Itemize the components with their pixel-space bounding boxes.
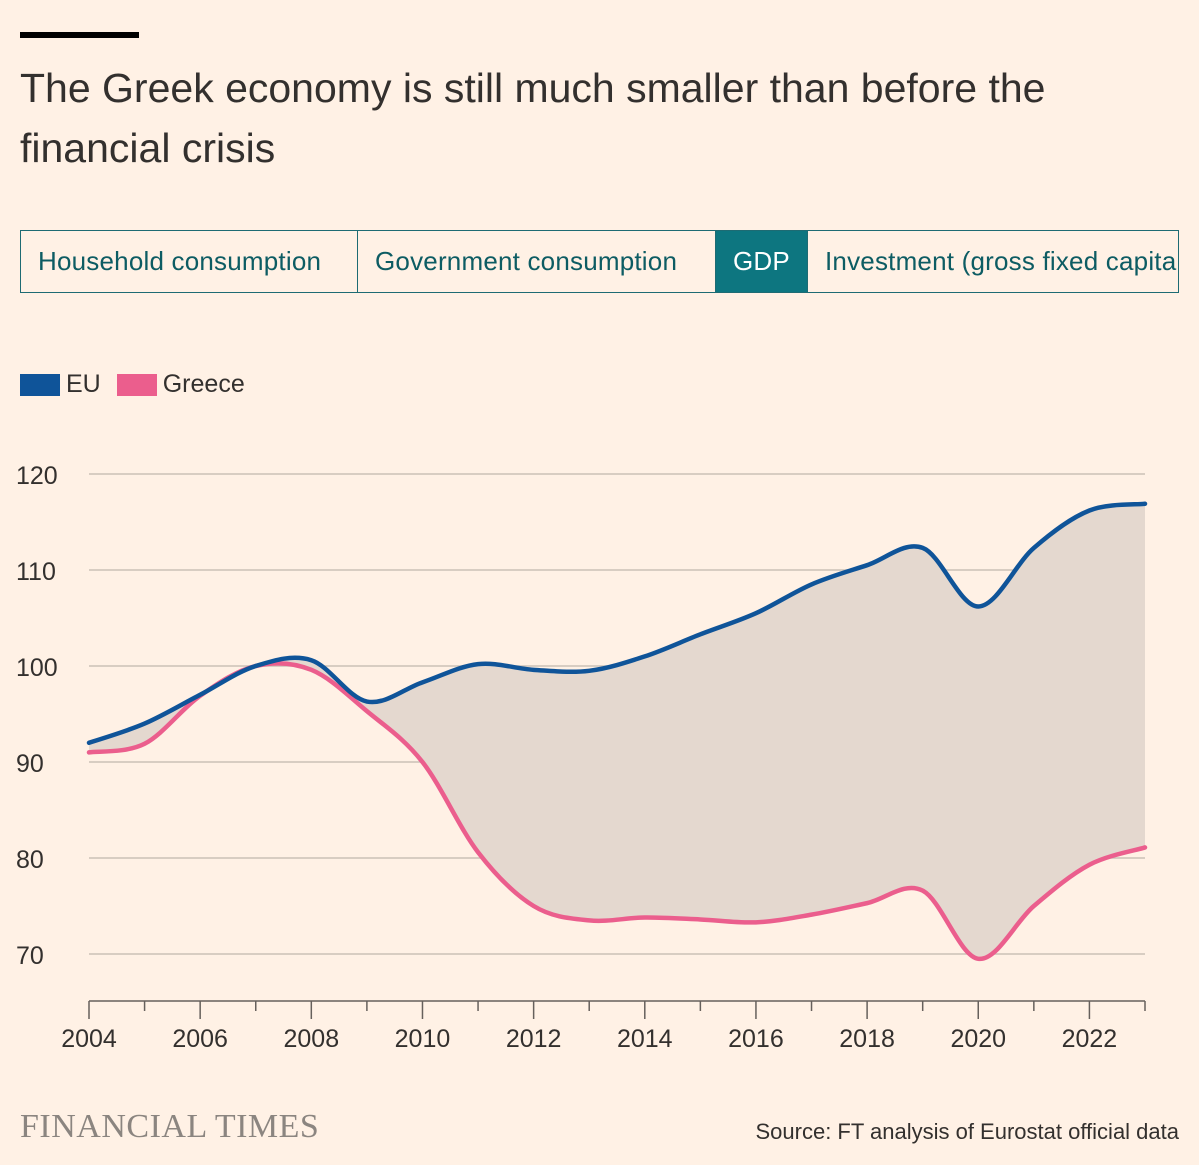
x-tick-label-2020: 2020: [950, 1025, 1006, 1053]
x-tick-label-2018: 2018: [839, 1025, 895, 1053]
point-greece-2017: [809, 912, 815, 918]
ft-logo: FINANCIAL TIMES: [20, 1108, 320, 1145]
point-greece-2007: [253, 663, 259, 669]
x-tick-label-2022: 2022: [1062, 1025, 1118, 1053]
point-greece-2015: [697, 916, 703, 922]
point-eu-2016: [753, 610, 759, 616]
legend-item-greece: Greece: [116, 370, 245, 399]
point-eu-2019: [920, 545, 926, 551]
point-greece-2022: [1086, 862, 1092, 868]
legend-label-greece: Greece: [162, 370, 245, 398]
y-tick-label-70: 70: [16, 942, 44, 970]
y-tick-label-120: 120: [16, 462, 58, 490]
x-tick-label-2004: 2004: [61, 1025, 117, 1053]
series-line-eu: [86, 501, 1148, 746]
legend-label-eu: EU: [66, 370, 101, 398]
tab-investment[interactable]: Investment (gross fixed capital formatio…: [825, 246, 1178, 276]
legend-swatch-greece: [116, 373, 157, 396]
point-eu-2022: [1086, 507, 1092, 513]
x-tick-label-2014: 2014: [617, 1025, 673, 1053]
point-greece-2005: [142, 741, 148, 747]
point-eu-2008: [308, 657, 314, 663]
point-eu-2014: [642, 653, 648, 659]
tab-gdp[interactable]: GDP: [716, 231, 808, 292]
point-greece-2020: [975, 956, 981, 962]
point-eu-2009: [364, 699, 370, 705]
chart-tabs: Household consumption Government consump…: [20, 230, 1179, 293]
legend-swatch-eu: [20, 373, 60, 396]
point-greece-2009: [364, 708, 370, 714]
legend-item-eu: EU: [20, 370, 101, 399]
x-tick-label-2008: 2008: [284, 1025, 340, 1053]
point-eu-2004: [86, 740, 92, 746]
point-greece-2013: [586, 917, 592, 923]
x-tick-label-2010: 2010: [395, 1025, 451, 1053]
point-greece-2014: [642, 915, 648, 921]
point-eu-2005: [142, 721, 148, 727]
gap-area: [89, 503, 1145, 959]
y-tick-label-100: 100: [16, 654, 58, 682]
point-eu-2021: [1031, 545, 1037, 551]
x-tick-label-2016: 2016: [728, 1025, 784, 1053]
point-greece-2004: [86, 749, 92, 755]
point-greece-2021: [1031, 903, 1037, 909]
point-greece-2012: [531, 903, 537, 909]
x-tick-label-2012: 2012: [506, 1025, 562, 1053]
source-note: Source: FT analysis of Eurostat official…: [755, 1119, 1179, 1144]
point-greece-2023: [1142, 844, 1148, 850]
tab-household-consumption[interactable]: Household consumption: [21, 231, 358, 292]
x-tick-label-2006: 2006: [172, 1025, 228, 1053]
point-greece-2016: [753, 919, 759, 925]
point-eu-2020: [975, 603, 981, 609]
tab-government-consumption[interactable]: Government consumption: [358, 231, 716, 292]
point-eu-2010: [419, 679, 425, 685]
point-eu-2012: [531, 667, 537, 673]
top-rule: [20, 32, 139, 38]
point-eu-2015: [697, 631, 703, 637]
legend: EU Greece: [20, 370, 261, 399]
y-tick-label-90: 90: [16, 750, 44, 778]
point-greece-2018: [864, 900, 870, 906]
point-eu-2023: [1142, 501, 1148, 507]
point-greece-2019: [920, 888, 926, 894]
point-eu-2018: [864, 562, 870, 568]
y-tick-label-80: 80: [16, 846, 44, 874]
point-greece-2011: [475, 849, 481, 855]
point-greece-2006: [197, 693, 203, 699]
point-eu-2013: [586, 668, 592, 674]
point-eu-2011: [475, 661, 481, 667]
point-greece-2010: [419, 759, 425, 765]
chart-title: The Greek economy is still much smaller …: [20, 65, 1046, 171]
y-tick-label-110: 110: [16, 558, 56, 586]
point-greece-2008: [308, 667, 314, 673]
point-eu-2017: [809, 581, 815, 587]
